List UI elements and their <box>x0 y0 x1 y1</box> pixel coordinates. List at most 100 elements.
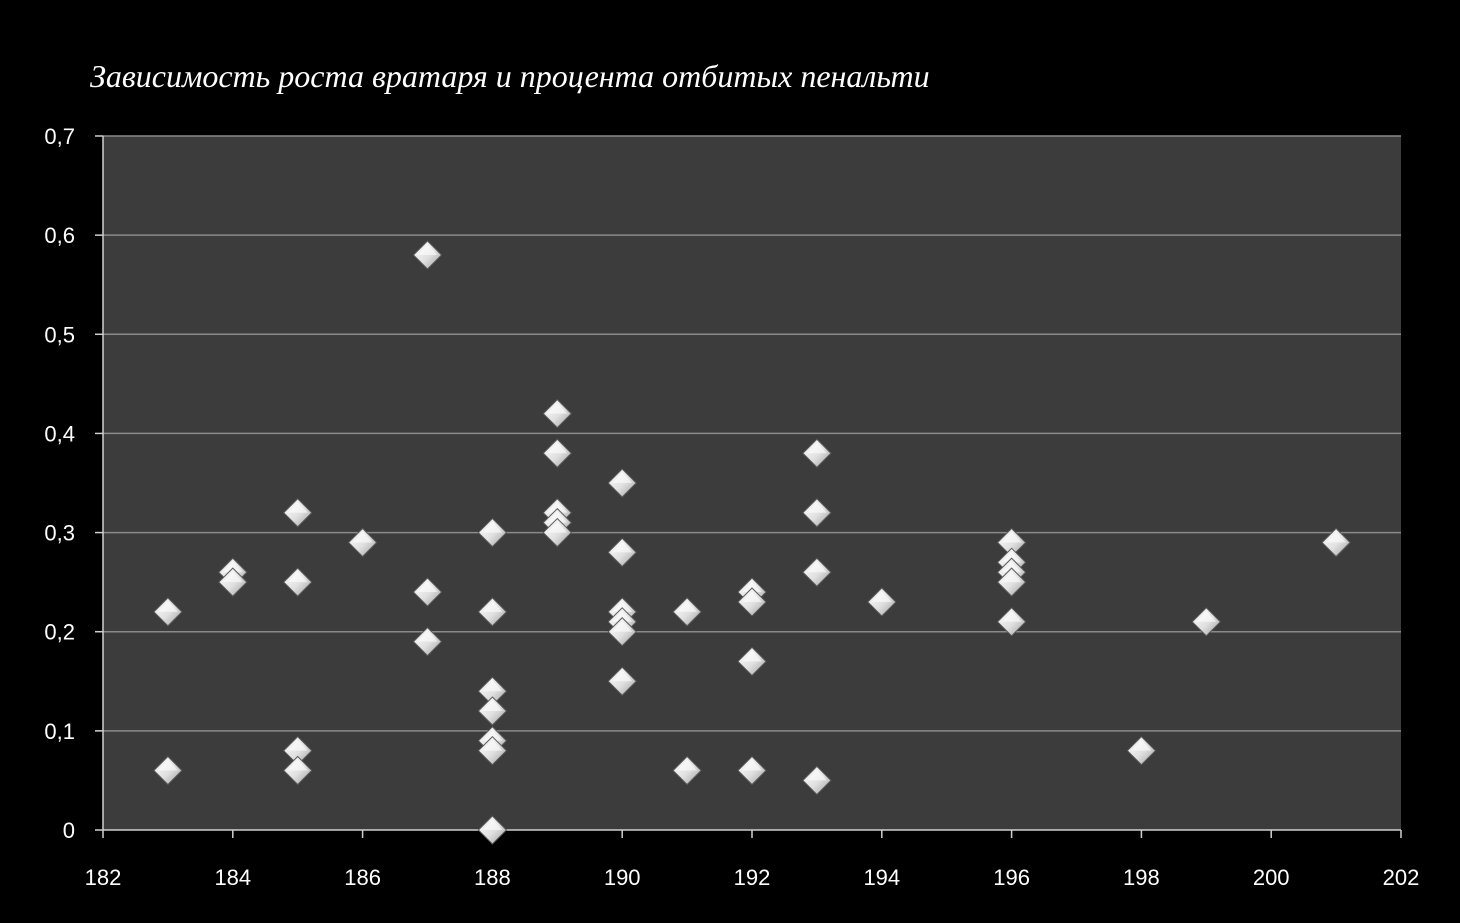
y-tick-label: 0,4 <box>44 421 75 446</box>
data-point-highlight <box>1196 610 1217 622</box>
x-tick-label: 200 <box>1253 865 1290 890</box>
data-point-highlight <box>287 501 308 513</box>
data-point-highlight <box>1001 531 1022 543</box>
data-point-highlight <box>222 571 243 583</box>
data-point <box>477 517 508 548</box>
data-point-highlight <box>871 590 892 602</box>
chart-title: Зависимость роста вратаря и процента отб… <box>90 58 930 94</box>
y-tick-label: 0,1 <box>44 719 75 744</box>
data-point <box>218 567 248 597</box>
data-point-highlight <box>547 501 568 513</box>
data-point-highlight <box>742 650 762 662</box>
data-point-highlight <box>677 600 698 612</box>
data-point-highlight <box>482 680 503 692</box>
data-point-highlight <box>287 739 308 751</box>
x-tick-label: 186 <box>344 865 381 890</box>
x-tick-label: 182 <box>85 865 122 890</box>
data-point-highlight <box>482 819 503 830</box>
data-point-highlight <box>612 670 633 682</box>
data-point <box>737 755 767 786</box>
data-point-highlight <box>806 561 827 573</box>
data-point <box>607 666 637 696</box>
data-point-highlight <box>742 581 762 593</box>
tick-labels: 0 0,1 0,2 0,3 0,4 0,5 0,6 0,7 182 184 186 188 190 192… <box>44 124 1419 890</box>
data-point <box>867 587 897 617</box>
y-tick-label: 0 <box>63 818 75 843</box>
data-point <box>802 557 832 587</box>
data-point-highlight <box>287 571 308 583</box>
data-point-highlight <box>612 472 633 483</box>
data-point-highlight <box>157 600 178 612</box>
data-point <box>542 398 573 429</box>
data-point-highlight <box>1001 610 1022 622</box>
data-point-highlight <box>742 590 762 602</box>
data-point-highlight <box>612 620 633 632</box>
data-point-highlight <box>1001 571 1022 583</box>
data-point-highlight <box>287 759 308 771</box>
data-point <box>1191 607 1222 637</box>
x-tick-label: 198 <box>1123 865 1160 890</box>
data-point <box>802 498 832 528</box>
data-point <box>282 755 313 786</box>
data-point <box>607 617 637 647</box>
x-tick-label: 194 <box>863 865 900 890</box>
data-point <box>1321 527 1351 558</box>
data-point <box>672 755 702 786</box>
data-point-highlight <box>612 541 633 553</box>
data-point-highlight <box>482 700 503 712</box>
data-point-highlight <box>547 402 568 414</box>
data-point-highlight <box>482 739 503 751</box>
data-point <box>607 537 637 568</box>
data-point <box>153 597 183 627</box>
y-tick-label: 0,7 <box>44 124 75 149</box>
x-tick-label: 192 <box>734 865 771 890</box>
grid-lines <box>103 135 1401 732</box>
data-point <box>477 696 508 726</box>
data-point-highlight <box>1001 551 1022 563</box>
data-point <box>477 735 508 766</box>
y-tick-label: 0,3 <box>44 521 75 546</box>
data-point-highlight <box>806 769 827 781</box>
data-point <box>802 765 832 796</box>
data-point <box>802 438 832 468</box>
data-point-highlight <box>417 630 438 642</box>
data-point <box>542 517 573 548</box>
x-tick-label: 188 <box>474 865 511 890</box>
data-point <box>737 646 767 677</box>
y-tick-label: 0,5 <box>44 322 75 347</box>
data-point-highlight <box>482 729 503 741</box>
data-point-highlight <box>742 759 762 771</box>
x-tick-label: 184 <box>214 865 251 890</box>
data-point-highlight <box>547 511 568 523</box>
x-tick-label: 196 <box>993 865 1030 890</box>
data-point-highlight <box>806 442 827 454</box>
data-point-highlight <box>612 610 633 622</box>
data-point-highlight <box>806 501 827 513</box>
data-point <box>542 438 573 468</box>
y-tick-label: 0,6 <box>44 223 75 248</box>
data-point <box>672 597 702 627</box>
data-point-highlight <box>612 600 633 612</box>
data-point <box>282 567 313 597</box>
data-point <box>607 468 637 498</box>
axes <box>95 135 1402 838</box>
plot-area <box>103 136 1401 830</box>
data-point <box>996 607 1027 637</box>
data-point <box>412 240 443 270</box>
data-point-highlight <box>417 243 438 255</box>
data-point-highlight <box>417 581 438 593</box>
data-point-highlight <box>482 521 503 533</box>
data-point <box>996 567 1027 597</box>
data-point <box>412 577 443 607</box>
data-point <box>412 626 443 657</box>
data-point-highlight <box>157 759 178 771</box>
data-point-highlight <box>352 531 373 543</box>
data-point <box>1126 735 1157 766</box>
data-points <box>153 240 1351 845</box>
data-point-highlight <box>677 759 698 771</box>
data-point <box>477 597 508 627</box>
data-point-highlight <box>482 600 503 612</box>
data-point-highlight <box>222 561 243 573</box>
data-point-highlight <box>1131 739 1152 751</box>
data-point-highlight <box>1001 561 1022 573</box>
